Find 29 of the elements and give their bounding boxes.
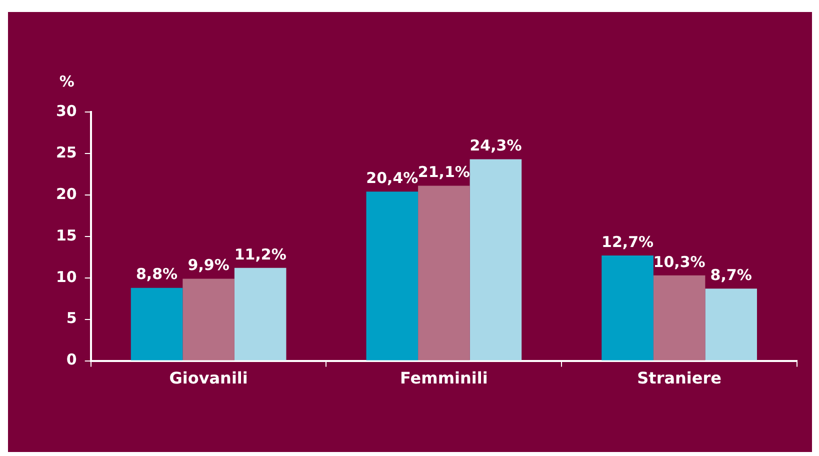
y-tick-label: 5 [66,309,77,328]
bar [234,268,286,360]
x-tick-label: Femminili [400,368,488,388]
y-tick-label: 30 [56,102,77,120]
y-tick-label: 10 [56,268,77,286]
x-tick-label: Straniere [637,368,722,388]
bar [470,159,522,360]
data-label: 20,4% [366,169,418,188]
y-tick-label: 25 [56,143,77,162]
y-tick-label: 15 [56,226,77,244]
data-label: 12,7% [602,232,654,251]
data-label: 8,7% [710,266,752,284]
bar [705,288,757,360]
y-tick-label: 0 [66,350,77,369]
x-tick-label: Giovanili [169,368,248,388]
data-label: 10,3% [653,252,706,271]
y-axis-title: % [59,72,74,90]
bar [182,278,234,360]
bar [602,255,654,360]
data-label: 11,2% [234,245,286,264]
bar [418,186,470,360]
bar [653,275,706,360]
bar [366,192,418,360]
data-label: 8,8% [136,265,178,284]
bar [130,288,183,360]
data-label: 24,3% [470,136,522,155]
y-tick-label: 20 [56,184,77,203]
data-label: 21,1% [418,163,470,182]
data-label: 9,9% [188,256,230,274]
